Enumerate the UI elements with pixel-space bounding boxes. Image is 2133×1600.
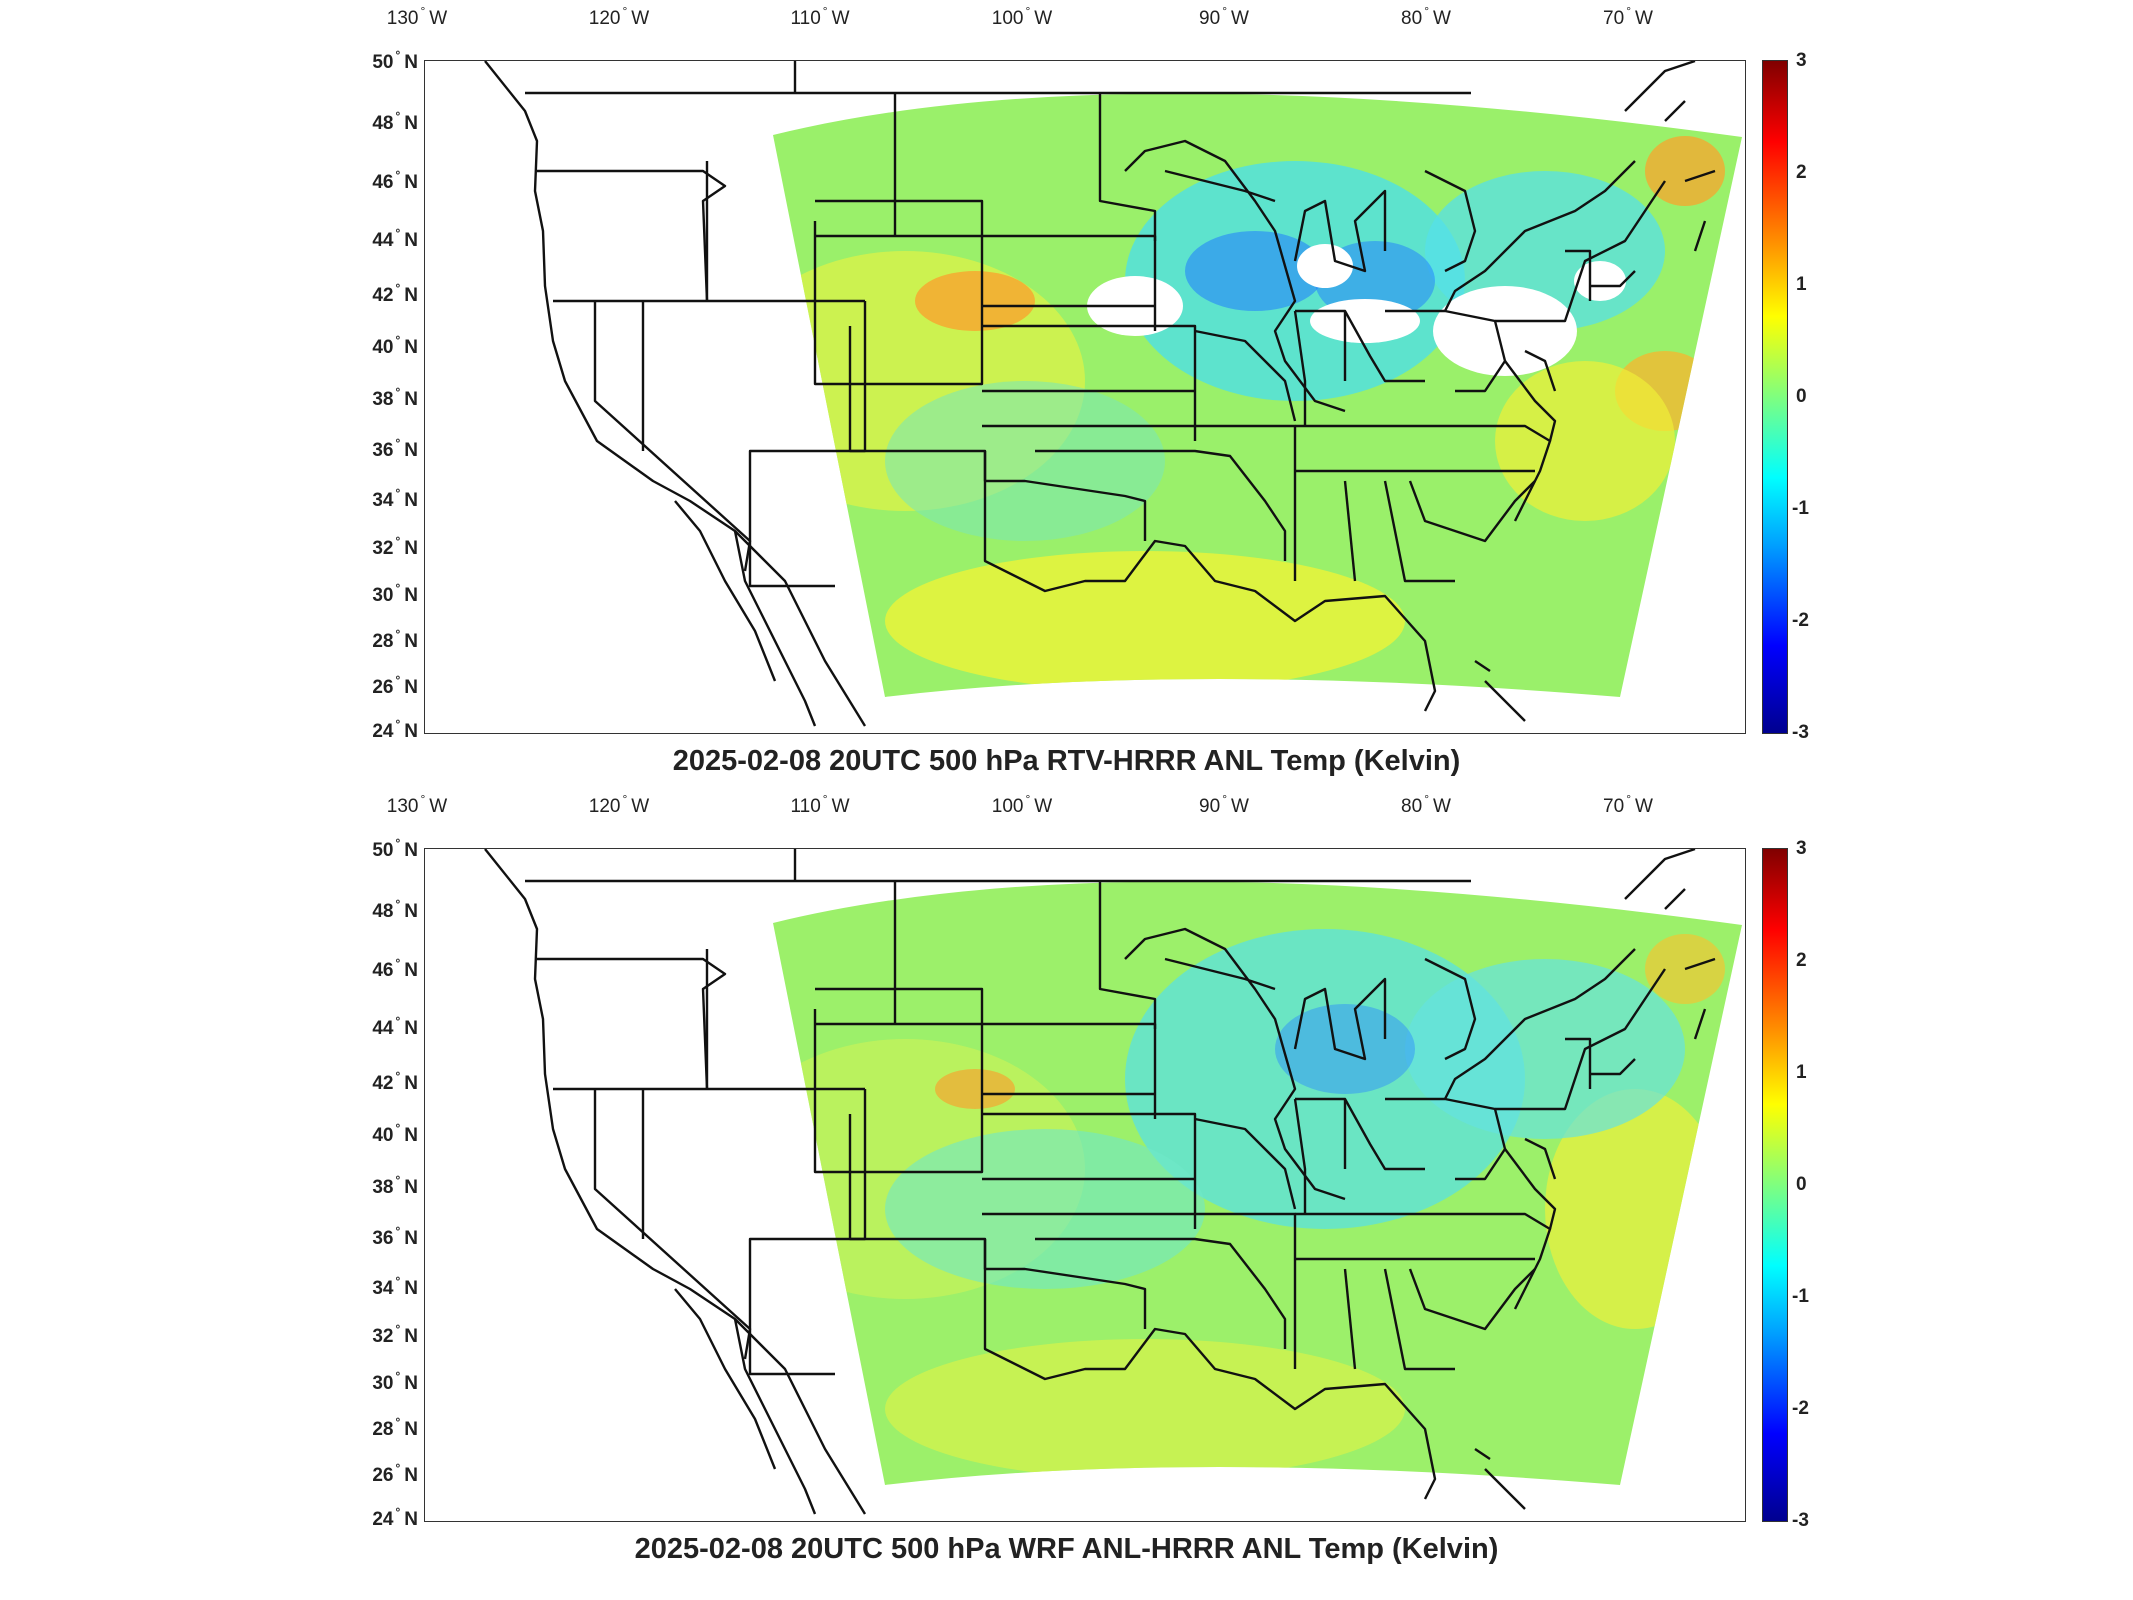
longitude-axis-bottom: 130 ° W 120 ° W 110 ° W 100 ° W 90 ° W 80 ° W 70 ° W	[0, 792, 2133, 826]
lon-tick: 110 ° W	[790, 792, 850, 817]
lon-tick: 70 ° W	[1603, 792, 1653, 817]
map-frame-bottom	[424, 848, 1746, 1522]
model-domain-field-bottom	[773, 881, 1742, 1485]
model-domain-field-top	[773, 93, 1742, 697]
lon-tick: 110 ° W	[790, 4, 850, 29]
lat-tick: 34 ° N	[372, 486, 418, 511]
lon-tick: 120 ° W	[588, 792, 650, 817]
lon-tick: 130 ° W	[386, 4, 448, 29]
colorbar-tick: -2	[1792, 1398, 1809, 1419]
lat-tick: 30 ° N	[372, 581, 418, 606]
lat-tick: 28 ° N	[372, 627, 418, 652]
lat-tick: 48 ° N	[372, 109, 418, 134]
lat-tick: 32 ° N	[372, 1322, 418, 1347]
lat-tick: 26 ° N	[372, 1461, 418, 1486]
colorbar-tick: -3	[1792, 722, 1809, 743]
lat-tick: 28 ° N	[372, 1415, 418, 1440]
colorbar-tick: 1	[1796, 1062, 1807, 1083]
colorbar-tick: -2	[1792, 610, 1809, 631]
colorbar-bottom	[1762, 848, 1788, 1522]
lat-tick: 42 ° N	[372, 1069, 418, 1094]
lat-tick: 50 ° N	[372, 836, 418, 861]
colorbar-tick: 2	[1796, 162, 1807, 183]
map-panel-bottom: 130 ° W 120 ° W 110 ° W 100 ° W 90 ° W 80 ° W 70 ° W 5…	[0, 788, 2133, 1600]
lat-tick: 50 ° N	[372, 48, 418, 73]
colorbar-top	[1762, 60, 1788, 734]
lat-tick: 46 ° N	[372, 168, 418, 193]
temperature-difference-map-bottom	[484, 849, 1742, 1515]
lat-tick: 44 ° N	[372, 226, 418, 251]
lat-tick: 48 ° N	[372, 897, 418, 922]
lat-tick: 34 ° N	[372, 1274, 418, 1299]
lat-tick: 40 ° N	[372, 333, 418, 358]
colorbar-tick: 0	[1796, 1174, 1807, 1195]
lat-tick: 40 ° N	[372, 1121, 418, 1146]
lon-tick: 90 ° W	[1199, 792, 1249, 817]
lat-tick: 38 ° N	[372, 385, 418, 410]
coastline-and-state-borders-top	[484, 61, 1716, 727]
lon-tick: 100 ° W	[991, 4, 1053, 29]
colorbar-tick: 2	[1796, 950, 1807, 971]
lat-tick: 36 ° N	[372, 1224, 418, 1249]
lat-tick: 44 ° N	[372, 1014, 418, 1039]
colorbar-tick: 1	[1796, 274, 1807, 295]
lon-tick: 90 ° W	[1199, 4, 1249, 29]
temperature-difference-map-top	[484, 61, 1742, 727]
lat-tick: 26 ° N	[372, 673, 418, 698]
panel-title-bottom: 2025-02-08 20UTC 500 hPa WRF ANL-HRRR AN…	[634, 1533, 1499, 1565]
lat-tick: 32 ° N	[372, 534, 418, 559]
lon-tick: 120 ° W	[588, 4, 650, 29]
colorbar-tick: -3	[1792, 1510, 1809, 1531]
lon-tick: 80 ° W	[1401, 4, 1451, 29]
lon-tick: 70 ° W	[1603, 4, 1653, 29]
map-panel-top: 130 ° W 120 ° W 110 ° W 100 ° W 90 ° W 80 ° W 70 ° W 5…	[0, 0, 2133, 790]
lat-tick: 46 ° N	[372, 956, 418, 981]
panel-title-top: 2025-02-08 20UTC 500 hPa RTV-HRRR ANL Te…	[672, 745, 1461, 777]
lat-tick: 38 ° N	[372, 1173, 418, 1198]
colorbar-tick: 0	[1796, 386, 1807, 407]
lat-tick: 42 ° N	[372, 281, 418, 306]
lat-tick: 36 ° N	[372, 436, 418, 461]
lon-tick: 100 ° W	[991, 792, 1053, 817]
colorbar-tick: 3	[1796, 838, 1807, 859]
lat-tick: 24 ° N	[372, 717, 418, 742]
coastline-and-state-borders-bottom	[484, 849, 1716, 1515]
map-frame-top	[424, 60, 1746, 734]
colorbar-tick: -1	[1792, 498, 1809, 519]
colorbar-tick: 3	[1796, 50, 1807, 71]
lat-tick: 30 ° N	[372, 1369, 418, 1394]
lon-tick: 80 ° W	[1401, 792, 1451, 817]
lon-tick: 130 ° W	[386, 792, 448, 817]
lat-tick: 24 ° N	[372, 1505, 418, 1530]
longitude-axis-top: 130 ° W 120 ° W 110 ° W 100 ° W 90 ° W 80 ° W 70 ° W	[0, 4, 2133, 38]
colorbar-tick: -1	[1792, 1286, 1809, 1307]
